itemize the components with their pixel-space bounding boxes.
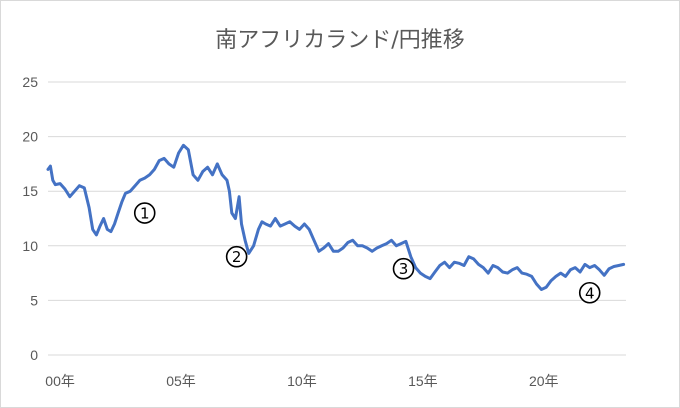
gridlines (48, 81, 626, 356)
annotation-number: 4 (585, 284, 595, 302)
annotation-circle (225, 245, 248, 268)
x-axis-ticks: 00年 05年 10年 15年 20年 (45, 373, 558, 389)
y-tick-label: 25 (22, 74, 38, 90)
y-tick-label: 10 (22, 238, 38, 254)
annotation-marker: 4 (578, 281, 601, 304)
x-tick-label: 05年 (166, 373, 196, 389)
y-axis-ticks: 0 5 10 15 20 25 (22, 74, 38, 363)
annotation-circle (392, 257, 415, 280)
annotation-number: 2 (232, 248, 242, 266)
annotations: 1 2 3 4 (133, 202, 601, 304)
annotation-number: 1 (140, 205, 150, 223)
zar-jpy-series-line (46, 143, 626, 291)
annotation-circle (578, 281, 601, 304)
y-tick-label: 5 (30, 292, 38, 308)
annotation-circle (133, 202, 156, 224)
chart-title: 南アフリカランド/円推移 (215, 28, 464, 53)
x-tick-label: 20年 (529, 373, 559, 389)
x-tick-label: 10年 (287, 373, 317, 389)
annotation-marker: 3 (392, 257, 415, 280)
annotation-marker: 2 (225, 245, 248, 268)
x-tick-label: 15年 (408, 373, 438, 389)
y-tick-label: 15 (22, 183, 38, 199)
annotation-marker: 1 (133, 202, 156, 224)
x-tick-label: 00年 (45, 373, 75, 389)
y-tick-label: 0 (30, 347, 38, 363)
y-tick-label: 20 (22, 129, 38, 145)
annotation-number: 3 (399, 260, 409, 278)
